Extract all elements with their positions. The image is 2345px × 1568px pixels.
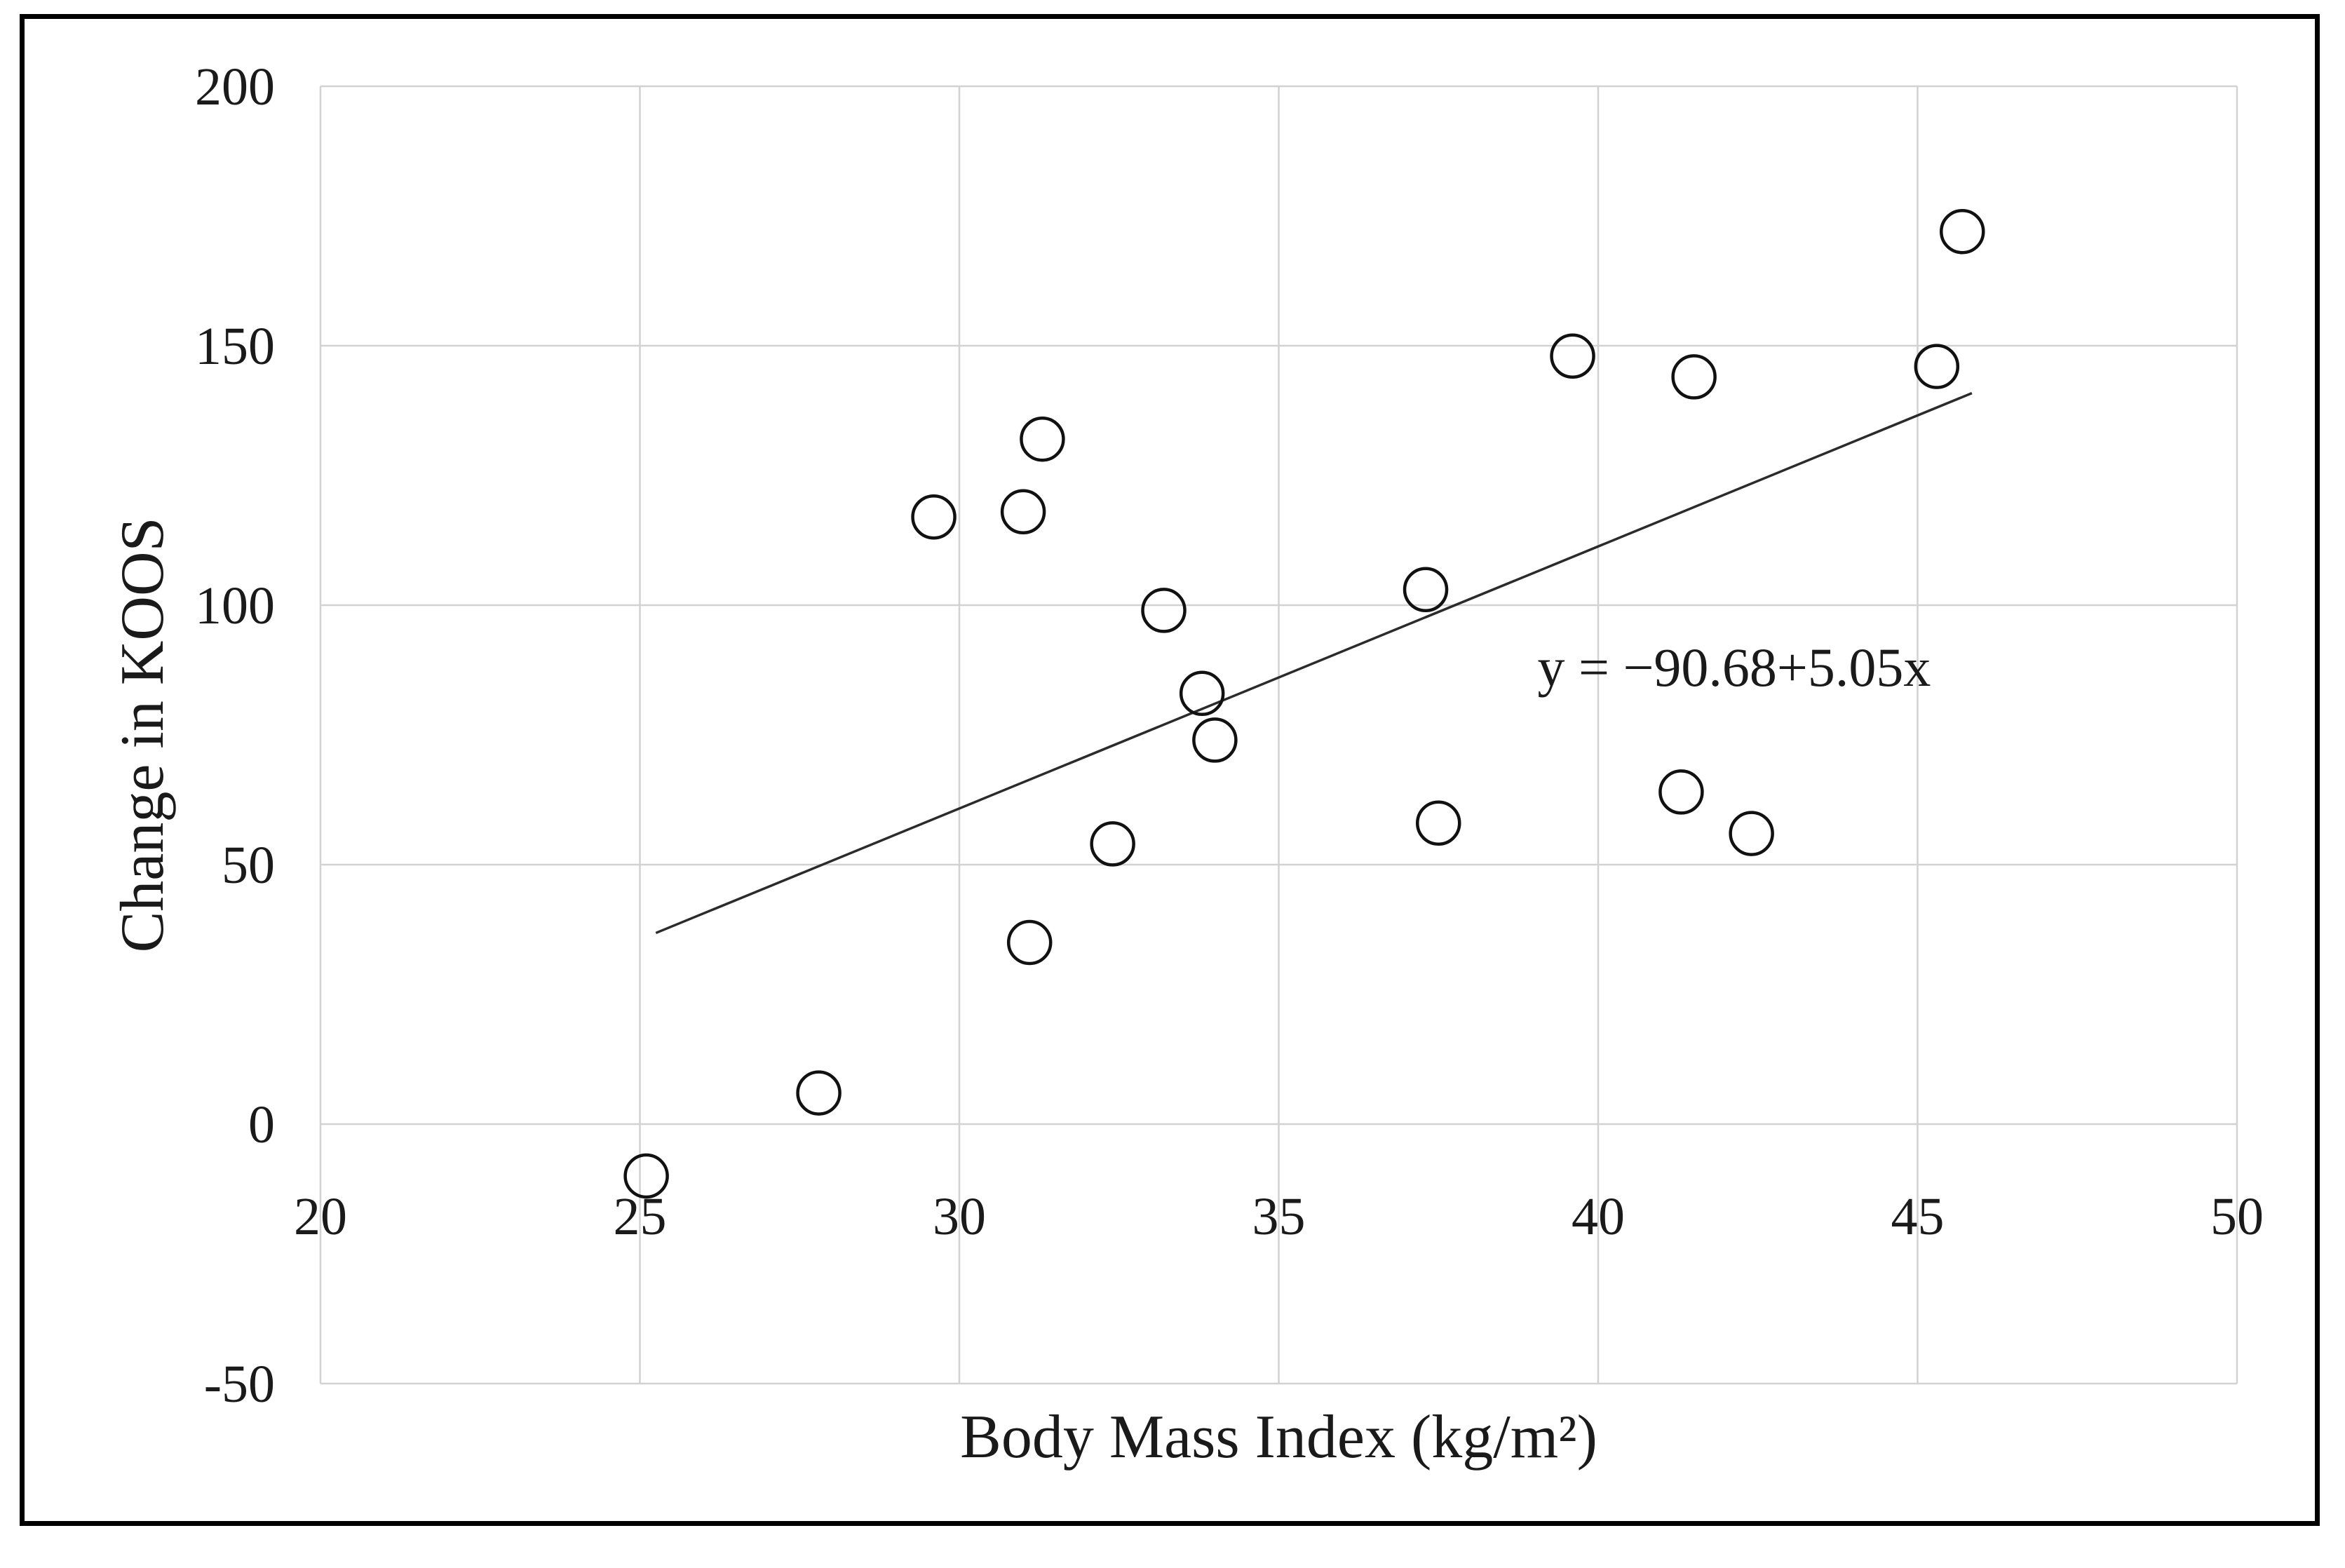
data-point bbox=[1000, 489, 1046, 535]
x-tick-label: 45 bbox=[1891, 1187, 1945, 1246]
y-tick-label: 200 bbox=[195, 58, 275, 116]
x-tick-label: 20 bbox=[294, 1187, 347, 1246]
data-point bbox=[1671, 354, 1717, 400]
trendline-equation-label: y = −90.68+5.05x bbox=[1537, 637, 1931, 698]
y-tick-label: 50 bbox=[222, 836, 275, 895]
x-axis-title: Body Mass Index (kg/m²) bbox=[960, 1403, 1597, 1471]
y-tick-label: 150 bbox=[195, 317, 275, 376]
data-point bbox=[1020, 416, 1065, 462]
data-point bbox=[1550, 333, 1595, 379]
data-point bbox=[1914, 344, 1960, 389]
data-point bbox=[796, 1070, 842, 1116]
data-point bbox=[1192, 717, 1238, 763]
data-point bbox=[1006, 919, 1053, 966]
y-tick-label: 100 bbox=[195, 576, 275, 635]
data-point bbox=[1179, 670, 1225, 717]
x-axis-tick-labels: 20 25 30 35 40 45 50 bbox=[294, 1187, 2264, 1246]
data-point bbox=[911, 494, 957, 540]
x-tick-label: 30 bbox=[933, 1187, 986, 1246]
x-tick-label: 35 bbox=[1252, 1187, 1306, 1246]
gridlines bbox=[319, 85, 2238, 1385]
data-point bbox=[1403, 567, 1449, 613]
y-axis-tick-labels: -50 0 50 100 150 200 bbox=[195, 58, 275, 1414]
x-tick-label: 40 bbox=[1572, 1187, 1625, 1246]
x-tick-label: 50 bbox=[2210, 1187, 2264, 1246]
trend-line bbox=[655, 391, 1973, 935]
data-point bbox=[1090, 821, 1135, 867]
y-tick-label: 0 bbox=[248, 1095, 275, 1154]
y-tick-label: -50 bbox=[204, 1355, 275, 1414]
y-axis-title: Change in KOOS bbox=[109, 518, 177, 953]
data-point bbox=[1658, 769, 1704, 815]
data-point bbox=[1416, 800, 1461, 846]
data-point bbox=[623, 1153, 669, 1199]
data-point bbox=[1940, 208, 1985, 255]
figure-border bbox=[20, 14, 2320, 1526]
data-point bbox=[1141, 588, 1187, 633]
data-point bbox=[1729, 811, 1774, 856]
data-points bbox=[623, 208, 1985, 1199]
